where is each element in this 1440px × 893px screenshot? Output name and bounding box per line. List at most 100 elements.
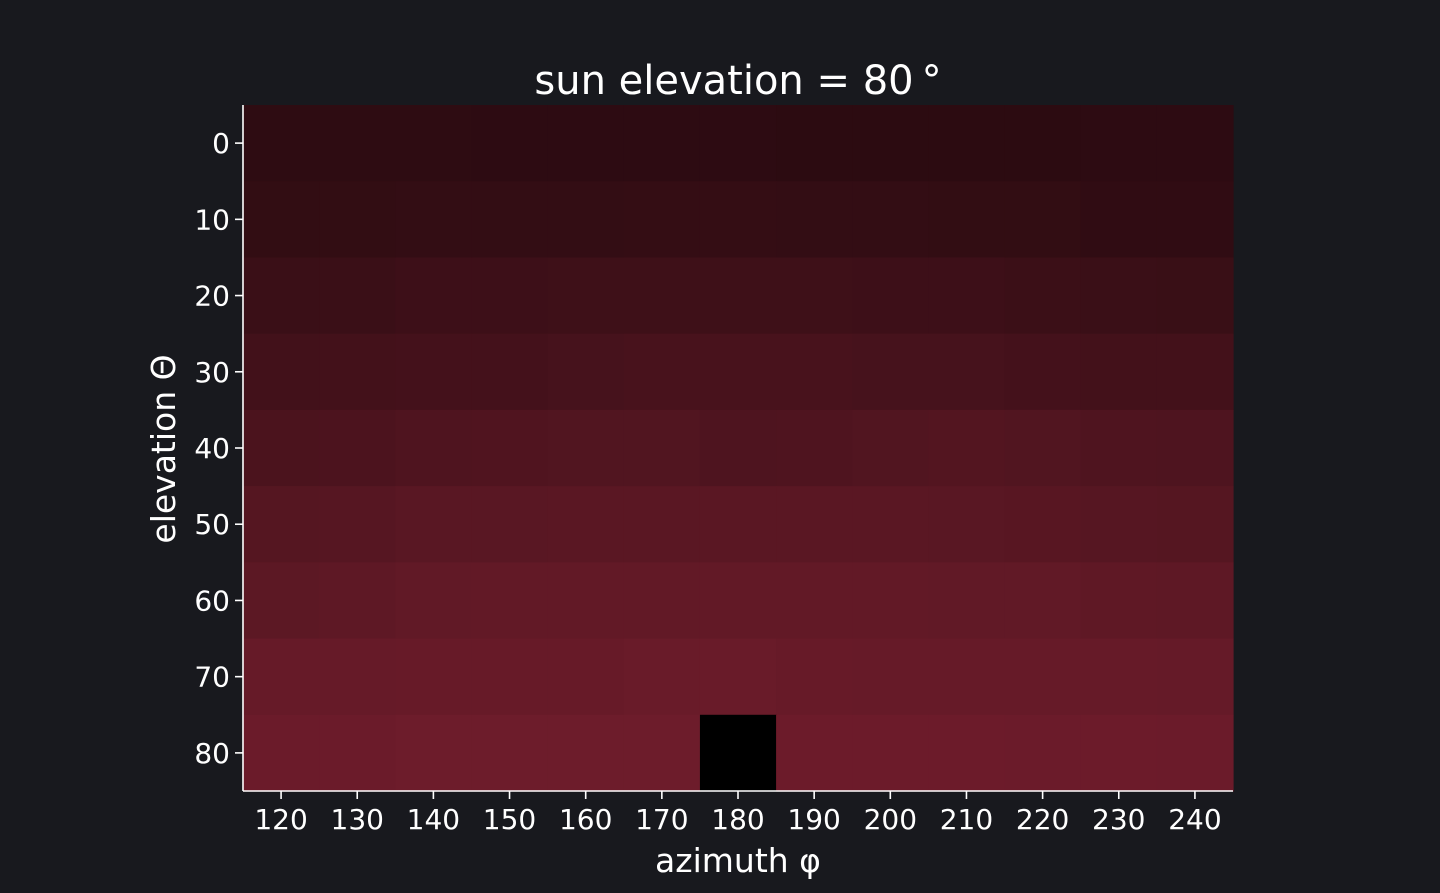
heatmap-cell <box>471 562 549 640</box>
heatmap-cell <box>623 105 701 182</box>
heatmap-cell <box>471 333 549 411</box>
x-axis-label: azimuth φ <box>655 841 821 880</box>
heatmap-cell <box>547 181 625 259</box>
chart-title: sun elevation = 80 ° <box>534 58 941 104</box>
heatmap-cell <box>852 714 929 792</box>
heatmap-cell <box>623 638 701 716</box>
heatmap-cell <box>928 714 1006 792</box>
heatmap-cell <box>395 105 473 182</box>
heatmap-cell <box>471 181 549 259</box>
heatmap-cell <box>319 562 396 640</box>
heatmap-cell <box>471 714 549 792</box>
heatmap-cell <box>1080 105 1158 182</box>
heatmap-cell <box>776 105 853 182</box>
heatmap-cell <box>776 409 853 487</box>
heatmap-cell <box>547 638 625 716</box>
x-tick-label: 170 <box>635 803 688 836</box>
heatmap-cell <box>928 486 1006 563</box>
x-tick-label: 130 <box>331 803 384 836</box>
y-tick-label: 10 <box>194 203 230 236</box>
x-tick-label: 230 <box>1092 803 1145 836</box>
heatmap-cell <box>623 333 701 411</box>
heatmap-cell <box>852 257 929 335</box>
heatmap-cell <box>243 257 320 335</box>
heatmap-cell <box>928 257 1006 335</box>
heatmap-cell <box>243 714 320 792</box>
heatmap-cell <box>1004 257 1082 335</box>
heatmap-cell <box>395 257 473 335</box>
heatmap-cell <box>547 714 625 792</box>
y-axis-ticks: 0 10 20 30 40 50 60 70 80 <box>194 127 243 770</box>
heatmap-cell <box>1004 486 1082 563</box>
heatmap-cell <box>852 105 929 182</box>
x-tick-label: 140 <box>407 803 460 836</box>
heatmap-cell <box>1156 181 1234 259</box>
heatmap-cell <box>776 181 853 259</box>
heatmap-cell <box>243 409 320 487</box>
x-tick-label: 210 <box>940 803 993 836</box>
heatmap-cell <box>1004 333 1082 411</box>
heatmap-cell <box>623 257 701 335</box>
heatmap-cell <box>319 105 396 182</box>
heatmap-cell <box>699 486 777 563</box>
heatmap-cell <box>1156 638 1234 716</box>
x-tick-label: 220 <box>1016 803 1069 836</box>
x-tick-label: 180 <box>711 803 764 836</box>
heatmap-cell <box>471 105 549 182</box>
heatmap-cell <box>623 486 701 563</box>
heatmap-cell <box>471 638 549 716</box>
heatmap-cell <box>623 409 701 487</box>
x-tick-label: 150 <box>483 803 536 836</box>
heatmap-cell <box>395 181 473 259</box>
heatmap-cell <box>928 638 1006 716</box>
y-tick-label: 50 <box>194 508 230 541</box>
heatmap-cell <box>395 486 473 563</box>
heatmap-cell <box>776 333 853 411</box>
heatmap-cell <box>547 257 625 335</box>
x-tick-label: 120 <box>254 803 307 836</box>
heatmap-cell <box>1156 562 1234 640</box>
heatmap-cell <box>243 562 320 640</box>
heatmap-cell <box>1156 486 1234 563</box>
heatmap-cell <box>852 409 929 487</box>
y-tick-label: 30 <box>194 356 230 389</box>
heatmap-cell <box>1004 638 1082 716</box>
heatmap-cell <box>395 714 473 792</box>
heatmap-cell <box>1080 257 1158 335</box>
heatmap-cell <box>1080 409 1158 487</box>
heatmap-cell <box>1004 562 1082 640</box>
heatmap-cell <box>319 638 396 716</box>
y-tick-label: 20 <box>194 280 230 313</box>
heatmap-cell <box>395 638 473 716</box>
heatmap-cell <box>699 562 777 640</box>
heatmap-cell <box>928 409 1006 487</box>
heatmap-cell <box>395 409 473 487</box>
heatmap-cell <box>319 714 396 792</box>
heatmap-cell <box>243 638 320 716</box>
x-tick-label: 240 <box>1168 803 1221 836</box>
heatmap-cell <box>1156 333 1234 411</box>
heatmap-cell <box>319 181 396 259</box>
heatmap-cell <box>547 486 625 563</box>
heatmap-cell <box>928 333 1006 411</box>
heatmap-cell <box>1080 486 1158 563</box>
x-axis-ticks: 120 130 140 150 160 170 180 190 200 210 220 230 240 <box>254 791 1222 836</box>
heatmap-cell <box>852 333 929 411</box>
heatmap-cell <box>1080 638 1158 716</box>
heatmap-cell <box>623 181 701 259</box>
heatmap-cell <box>547 105 625 182</box>
heatmap-cell <box>623 562 701 640</box>
heatmap-cell <box>852 181 929 259</box>
heatmap-cells <box>243 105 1234 792</box>
heatmap-cell <box>852 638 929 716</box>
heatmap-cell <box>699 638 777 716</box>
heatmap-cell <box>776 638 853 716</box>
heatmap-cell <box>547 562 625 640</box>
heatmap-cell <box>1080 562 1158 640</box>
sun-position-cell <box>699 714 777 792</box>
heatmap-cell <box>319 486 396 563</box>
heatmap-cell <box>776 562 853 640</box>
heatmap-cell <box>699 333 777 411</box>
